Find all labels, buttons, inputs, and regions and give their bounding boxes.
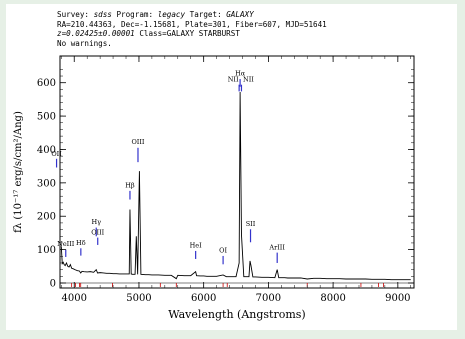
- y-tick-label: 400: [37, 145, 56, 156]
- header-line-coordinates: RA=210.44363, Dec=-1.15681, Plate=301, F…: [57, 19, 327, 29]
- program-value: legacy: [157, 10, 186, 19]
- emission-line-label: Hβ: [125, 182, 135, 190]
- axis-ticks: 0 100 200 300 400 500 600 4000 5000 6000 7000 8000 9…: [37, 56, 414, 304]
- survey-value: sdss: [93, 10, 112, 19]
- x-axis-label: Wavelength (Angstroms): [168, 308, 305, 321]
- emission-line-label: OI: [219, 247, 227, 255]
- y-tick-label: 300: [37, 178, 56, 189]
- target-label: Target:: [189, 10, 222, 19]
- x-tick-label: 5000: [126, 293, 151, 304]
- emission-line-label: OIII: [91, 228, 104, 236]
- emission-line-label: OII: [51, 150, 62, 158]
- redshift-value: z=0.02425±0.00001: [57, 29, 135, 39]
- emission-line-label: HeI: [190, 242, 203, 250]
- emission-line-label: Hγ: [91, 218, 101, 226]
- emission-line-label: Hα: [235, 70, 246, 78]
- emission-line-label: NII: [243, 75, 254, 83]
- x-tick-label: 9000: [385, 293, 410, 304]
- emission-line-label: ArIII: [268, 243, 285, 251]
- spectrum-header: Survey: sdss Program: legacy Target: GAL…: [57, 10, 327, 48]
- emission-line-label: NII: [228, 75, 239, 83]
- emission-line-label: NeIII: [57, 240, 75, 248]
- y-tick-label: 600: [37, 78, 56, 89]
- emission-line-label: Hδ: [76, 239, 86, 247]
- survey-label: Survey:: [57, 10, 90, 19]
- header-line-redshift: z=0.02425±0.00001 Class=GALAXY STARBURST: [57, 29, 327, 39]
- y-tick-label: 500: [37, 112, 56, 123]
- x-tick-label: 7000: [256, 293, 281, 304]
- program-label: Program:: [116, 10, 154, 19]
- y-axis-label: fλ (10⁻¹⁷ erg/s/cm²/Ang): [13, 111, 24, 233]
- y-tick-label: 100: [37, 245, 56, 256]
- class-value: Class=GALAXY STARBURST: [139, 29, 240, 39]
- y-tick-label: 0: [50, 278, 56, 289]
- plot-panel: [6, 4, 457, 330]
- x-tick-label: 8000: [320, 293, 345, 304]
- target-value: GALAXY: [226, 10, 254, 19]
- x-tick-label: 4000: [62, 293, 87, 304]
- y-tick-label: 200: [37, 212, 56, 223]
- header-line-warnings: No warnings.: [57, 38, 112, 48]
- emission-line-label: SII: [246, 220, 256, 228]
- plot-area: [59, 55, 415, 289]
- x-tick-label: 6000: [191, 293, 216, 304]
- emission-line-label: OIII: [131, 138, 144, 146]
- spectrum-series-line: [60, 92, 411, 281]
- header-line-survey: Survey: sdss Program: legacy Target: GAL…: [57, 10, 327, 20]
